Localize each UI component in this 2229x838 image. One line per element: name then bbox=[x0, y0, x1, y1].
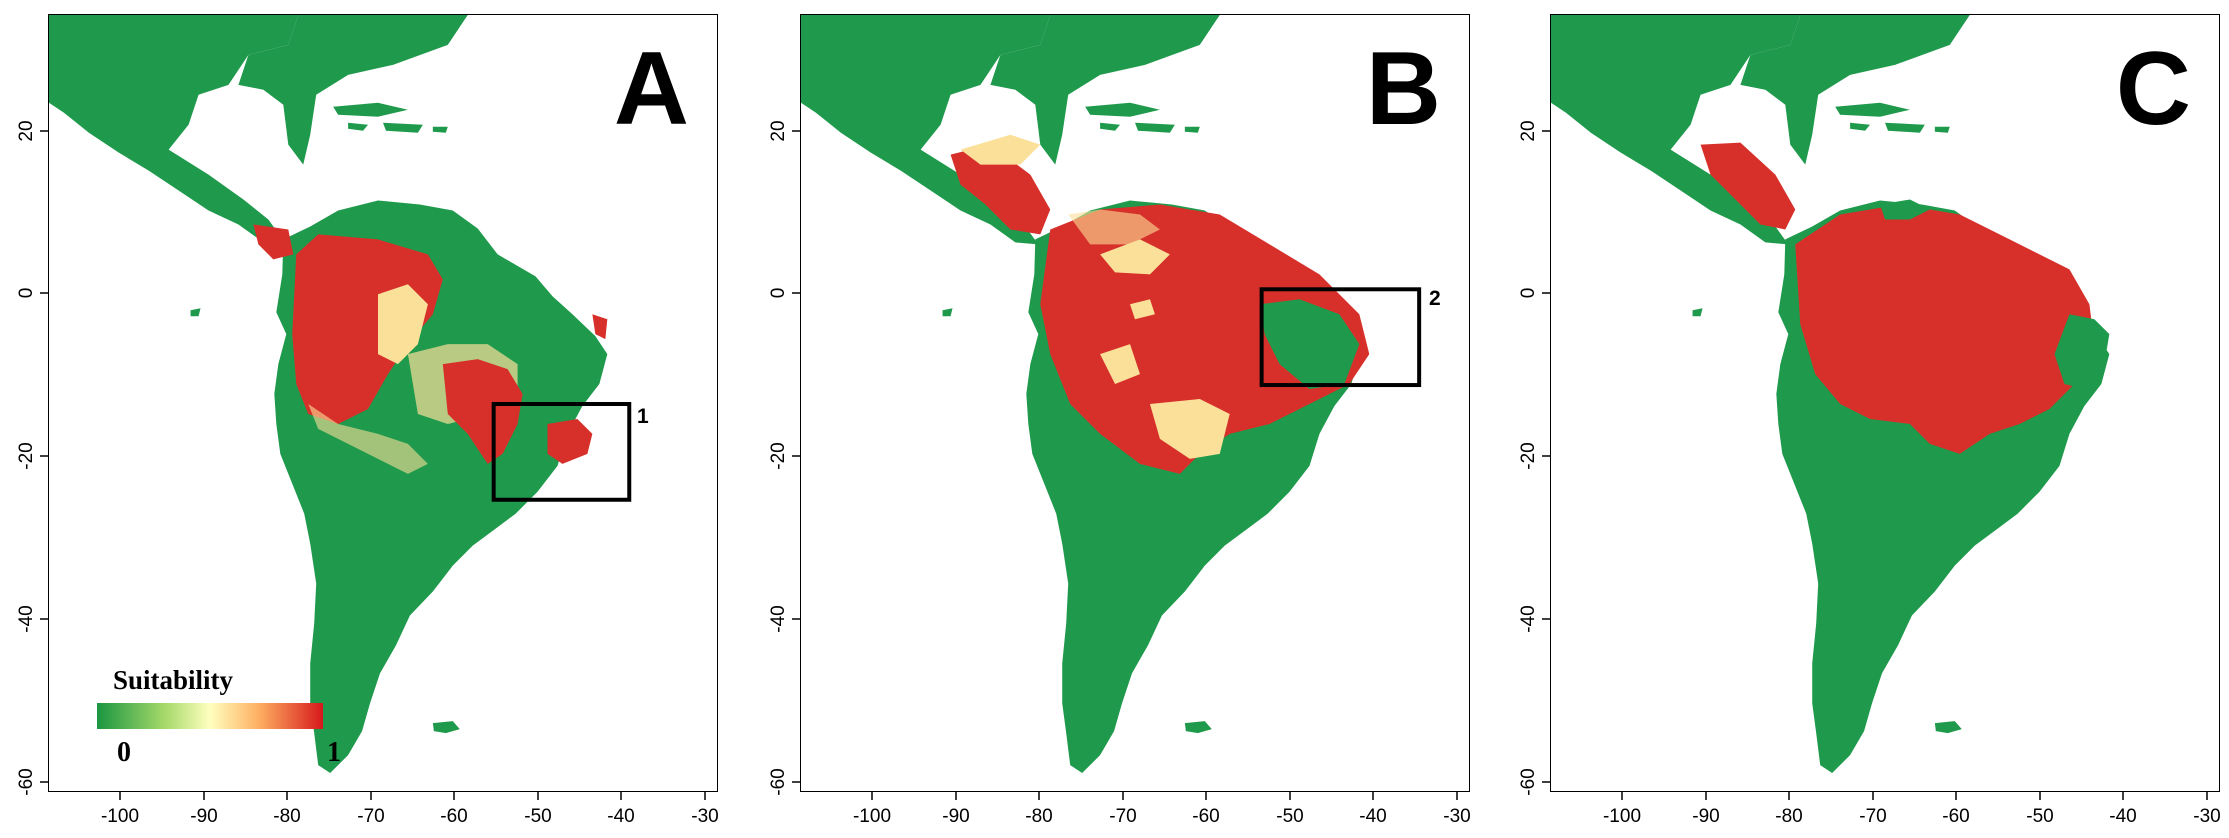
y-tick-label: -60 bbox=[16, 768, 37, 795]
x-tick-label: -60 bbox=[1942, 806, 1969, 827]
y-tick-label: -60 bbox=[1518, 768, 1539, 795]
suitability-legend: Suitability 0 1 bbox=[73, 665, 341, 775]
x-tick-label: -90 bbox=[190, 806, 217, 827]
x-tick-label: -60 bbox=[1192, 806, 1219, 827]
panel-letter-c: C bbox=[2115, 31, 2191, 147]
x-tick-label: -70 bbox=[357, 806, 384, 827]
legend-min-label: 0 bbox=[117, 737, 131, 768]
panel-letter-a: A bbox=[613, 31, 689, 147]
y-tick-label: 0 bbox=[16, 288, 37, 299]
map-canvas-b bbox=[801, 15, 1422, 774]
map-canvas-c bbox=[1551, 15, 2110, 774]
x-tick-label: -50 bbox=[2026, 806, 2053, 827]
study-area-box-2 bbox=[1259, 287, 1422, 388]
x-tick-label: -50 bbox=[1276, 806, 1303, 827]
map-panel-a: A 1 Suitability 0 1 bbox=[48, 14, 718, 792]
x-tick-label: -80 bbox=[1025, 806, 1052, 827]
x-tick-label: -100 bbox=[101, 806, 139, 827]
y-tick-label: 20 bbox=[16, 120, 37, 141]
x-tick-label: -40 bbox=[607, 806, 634, 827]
x-tick-label: -40 bbox=[2109, 806, 2136, 827]
x-tick-label: -90 bbox=[942, 806, 969, 827]
panel-letter-b: B bbox=[1365, 31, 1441, 147]
x-tick-label: -100 bbox=[1603, 806, 1641, 827]
y-tick-label: -20 bbox=[768, 442, 789, 469]
legend-color-bar bbox=[97, 703, 323, 729]
x-tick-label: -30 bbox=[691, 806, 718, 827]
x-tick-label: -100 bbox=[853, 806, 891, 827]
study-area-box-1 bbox=[491, 402, 632, 502]
x-tick-label: -80 bbox=[1775, 806, 1802, 827]
y-tick-label: 20 bbox=[1518, 120, 1539, 141]
map-panel-c: C bbox=[1550, 14, 2220, 792]
y-tick-label: 20 bbox=[768, 120, 789, 141]
study-area-label-2: 2 bbox=[1429, 287, 1441, 310]
x-tick-label: -70 bbox=[1109, 806, 1136, 827]
y-tick-label: -20 bbox=[16, 442, 37, 469]
x-tick-label: -60 bbox=[440, 806, 467, 827]
x-tick-label: -50 bbox=[524, 806, 551, 827]
legend-title: Suitability bbox=[113, 665, 234, 695]
y-tick-label: -40 bbox=[16, 605, 37, 632]
x-tick-label: -30 bbox=[2193, 806, 2220, 827]
legend-max-label: 1 bbox=[327, 737, 341, 768]
map-panel-b: B 2 bbox=[800, 14, 1470, 792]
x-tick-label: -40 bbox=[1359, 806, 1386, 827]
y-tick-label: -60 bbox=[768, 768, 789, 795]
y-tick-label: 0 bbox=[768, 288, 789, 299]
y-tick-label: -40 bbox=[768, 605, 789, 632]
y-tick-label: -40 bbox=[1518, 605, 1539, 632]
x-tick-label: -30 bbox=[1443, 806, 1470, 827]
x-tick-label: -70 bbox=[1859, 806, 1886, 827]
y-tick-label: 0 bbox=[1518, 288, 1539, 299]
study-area-label-1: 1 bbox=[637, 405, 649, 428]
y-tick-label: -20 bbox=[1518, 442, 1539, 469]
map-canvas-a bbox=[49, 15, 632, 774]
x-tick-label: -80 bbox=[273, 806, 300, 827]
x-tick-label: -90 bbox=[1692, 806, 1719, 827]
